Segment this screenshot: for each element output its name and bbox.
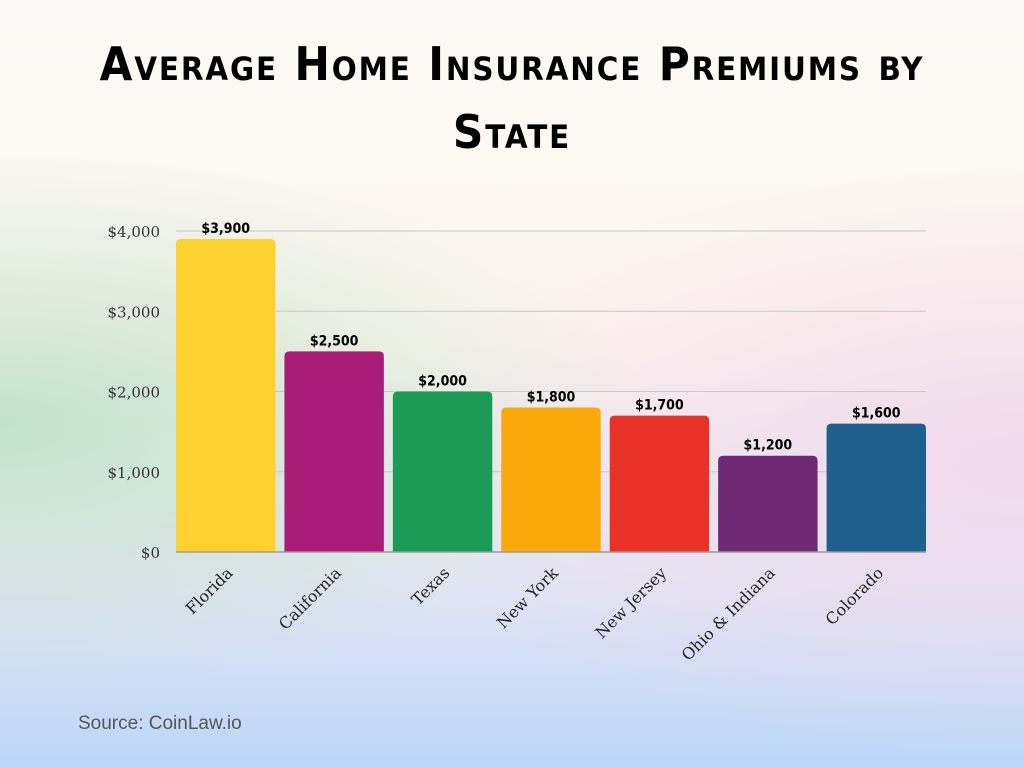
y-tick-label: $0 [141, 544, 160, 562]
x-tick-label: New York [493, 563, 562, 632]
x-tick-label: Florida [182, 563, 237, 618]
data-label: $1,800 [527, 390, 576, 406]
data-label: $1,600 [852, 406, 901, 422]
y-tick-label: $1,000 [108, 464, 161, 482]
y-tick-label: $4,000 [108, 223, 161, 241]
y-tick-label: $2,000 [108, 384, 161, 402]
bar [284, 351, 384, 552]
bar [392, 391, 493, 552]
data-label: $2,500 [310, 333, 359, 349]
bar [718, 455, 818, 552]
data-label: $1,700 [635, 398, 684, 414]
x-tick-label: California [275, 563, 345, 633]
chart-title: Average Home Insurance Premiums by State [99, 37, 925, 159]
x-tick-label: Ohio & Indiana [678, 563, 779, 664]
y-tick-label: $3,000 [108, 303, 161, 321]
data-label: $3,900 [201, 221, 250, 237]
x-tick-label: Texas [408, 563, 454, 609]
source-note: Source: CoinLaw.io [78, 713, 242, 734]
bar [609, 415, 710, 552]
bar [176, 239, 276, 552]
x-tick-label: Colorado [822, 563, 888, 629]
data-label: $1,200 [744, 438, 793, 454]
bar [501, 407, 601, 552]
x-tick-label: New Jersey [591, 563, 670, 642]
bar [826, 423, 926, 552]
data-label: $2,000 [418, 374, 467, 390]
